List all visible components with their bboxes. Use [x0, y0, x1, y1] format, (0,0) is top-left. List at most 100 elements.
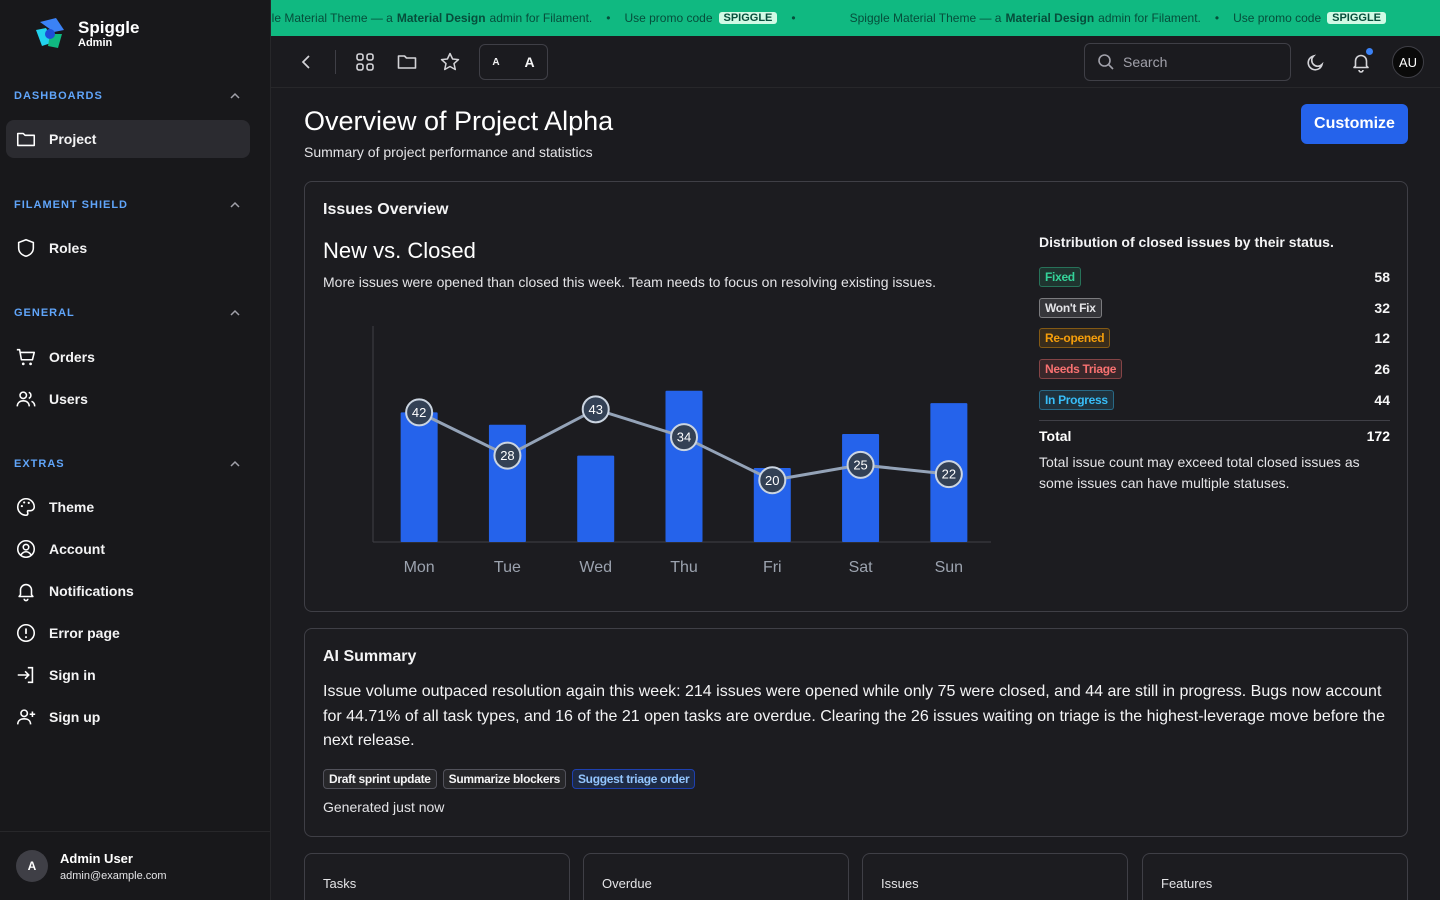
avatar[interactable]: AU	[1392, 46, 1424, 78]
font-large-button[interactable]: A	[524, 54, 535, 70]
promo-banner[interactable]: gle Material Theme — a Material Design a…	[271, 0, 1440, 36]
chip-suggest-triage-order[interactable]: Suggest triage order	[571, 769, 696, 789]
palette-icon	[17, 497, 36, 517]
sidebar-item-label: Sign in	[49, 667, 96, 683]
nav-group-header[interactable]: GENERAL	[0, 303, 271, 323]
x-tick-label: Wed	[579, 559, 612, 576]
stat-card-issues: Issues	[862, 853, 1128, 900]
status-distribution: Distribution of closed issues by their s…	[1039, 234, 1390, 494]
promo-bold: Material Design	[1005, 11, 1095, 25]
customize-button[interactable]: Customize	[1301, 104, 1408, 144]
line-point	[846, 450, 875, 479]
data-label: 34	[677, 430, 691, 445]
page-title: Overview of Project Alpha	[304, 106, 614, 136]
data-label: 22	[942, 467, 956, 482]
sidebar-item-label: Orders	[49, 349, 95, 365]
status-count: 32	[1374, 299, 1390, 316]
avatar: A	[16, 850, 48, 882]
distribution-row: Needs Triage 26	[1039, 354, 1390, 385]
folder-icon	[16, 132, 36, 147]
star-icon[interactable]	[439, 51, 461, 73]
promo-text: gle Material Theme — a	[271, 11, 393, 25]
x-tick-label: Thu	[670, 559, 698, 576]
sidebar-item-roles[interactable]: Roles	[6, 229, 250, 267]
bell-icon	[18, 583, 34, 602]
moon-icon[interactable]	[1305, 51, 1327, 73]
promo-code-badge: SPIGGLE	[718, 12, 778, 24]
sidebar-item-sign-up[interactable]: Sign up	[6, 698, 250, 736]
grid-icon[interactable]	[354, 51, 376, 73]
search-input[interactable]	[1123, 54, 1273, 70]
sidebar-item-sign-in[interactable]: Sign in	[6, 656, 250, 694]
brand[interactable]: Spiggle Admin	[32, 16, 139, 52]
chevron-up-icon	[230, 309, 240, 316]
separator-dot: •	[791, 11, 796, 25]
distribution-row: In Progress 44	[1039, 384, 1390, 415]
sidebar-item-account[interactable]: Account	[6, 530, 250, 568]
alert-circle-icon	[16, 623, 36, 643]
x-tick-label: Sun	[935, 559, 963, 576]
data-label: 28	[500, 448, 514, 463]
nav-group-header[interactable]: EXTRAS	[0, 454, 271, 474]
line-point	[493, 441, 522, 470]
chevron-up-icon	[230, 92, 240, 99]
nav-group-filament-shield: FILAMENT SHIELD Roles	[0, 195, 271, 267]
sidebar-item-label: Project	[49, 131, 97, 147]
status-count: 58	[1374, 269, 1390, 286]
folder-icon[interactable]	[396, 51, 418, 73]
nav-group-header[interactable]: FILAMENT SHIELD	[0, 195, 271, 215]
sidebar-item-label: Roles	[49, 240, 88, 256]
promo-code-badge: SPIGGLE	[1327, 12, 1387, 24]
sidebar-item-notifications[interactable]: Notifications	[6, 572, 250, 610]
promo-text: Spiggle Material Theme — a	[849, 11, 1002, 25]
font-small-button[interactable]: A	[492, 56, 500, 68]
chart-heading: New vs. Closed	[323, 238, 476, 263]
chevron-left-icon[interactable]	[296, 51, 318, 73]
separator-dot: •	[606, 11, 611, 25]
stat-label: Overdue	[602, 876, 652, 891]
status-badge: Won't Fix	[1039, 297, 1102, 318]
line-point	[670, 423, 698, 452]
font-size-switcher: A A	[479, 44, 548, 80]
line-point	[758, 466, 787, 495]
distribution-list: Fixed 58 Won't Fix 32 Re-opened 12 Needs Triag…	[1039, 262, 1390, 415]
promo-segment: Spiggle Material Theme — a Material Desi…	[849, 11, 1387, 25]
nav-group-extras: EXTRAS Theme Account Notifications Error…	[0, 454, 271, 736]
search-box	[1084, 43, 1291, 81]
distribution-note: Total issue count may exceed total close…	[1039, 453, 1360, 491]
sidebar-item-theme[interactable]: Theme	[6, 488, 250, 526]
nav-group-general: GENERAL Orders Users	[0, 303, 271, 418]
bell-icon[interactable]	[1350, 51, 1372, 73]
user-circle-icon	[16, 539, 36, 559]
cart-icon	[16, 348, 36, 366]
sidebar-item-orders[interactable]: Orders	[6, 338, 250, 376]
sidebar-item-project[interactable]: Project	[6, 120, 250, 158]
user-menu[interactable]: A Admin User admin@example.com	[0, 831, 271, 900]
generated-timestamp: Generated just now	[323, 799, 445, 815]
promo-segment: gle Material Theme — a Material Design a…	[271, 11, 810, 25]
sidebar-item-error-page[interactable]: Error page	[6, 614, 250, 652]
status-count: 26	[1374, 361, 1390, 378]
promo-text: admin for Filament.	[1098, 11, 1201, 25]
distribution-row: Re-opened 12	[1039, 323, 1390, 354]
issues-chart: 42 28 43 34 20 25 22 Mon Tue Wed Thu Fri Sat Sun	[372, 326, 991, 576]
x-tick-label: Mon	[404, 559, 435, 576]
sidebar-item-label: Theme	[49, 499, 95, 515]
total-label: Total	[1039, 427, 1072, 444]
x-tick-label: Sat	[849, 559, 874, 576]
line-point	[405, 398, 434, 427]
chip-summarize-blockers[interactable]: Summarize blockers	[442, 769, 566, 789]
card-title: AI Summary	[323, 648, 417, 665]
promo-track: gle Material Theme — a Material Design a…	[271, 11, 1426, 25]
chip-draft-sprint-update[interactable]: Draft sprint update	[323, 769, 437, 789]
suggestion-chips: Draft sprint update Summarize blockers S…	[323, 769, 696, 789]
status-badge: Re-opened	[1039, 328, 1111, 349]
nav-group-header[interactable]: DASHBOARDS	[0, 86, 271, 106]
data-label: 25	[853, 457, 867, 472]
promo-code-label: Use promo code	[1233, 11, 1322, 25]
distribution-row: Fixed 58	[1039, 262, 1390, 293]
sidebar-item-users[interactable]: Users	[6, 380, 250, 418]
sidebar-item-label: Sign up	[49, 709, 101, 725]
divider	[335, 50, 336, 74]
nav-group-label: EXTRAS	[14, 458, 65, 470]
